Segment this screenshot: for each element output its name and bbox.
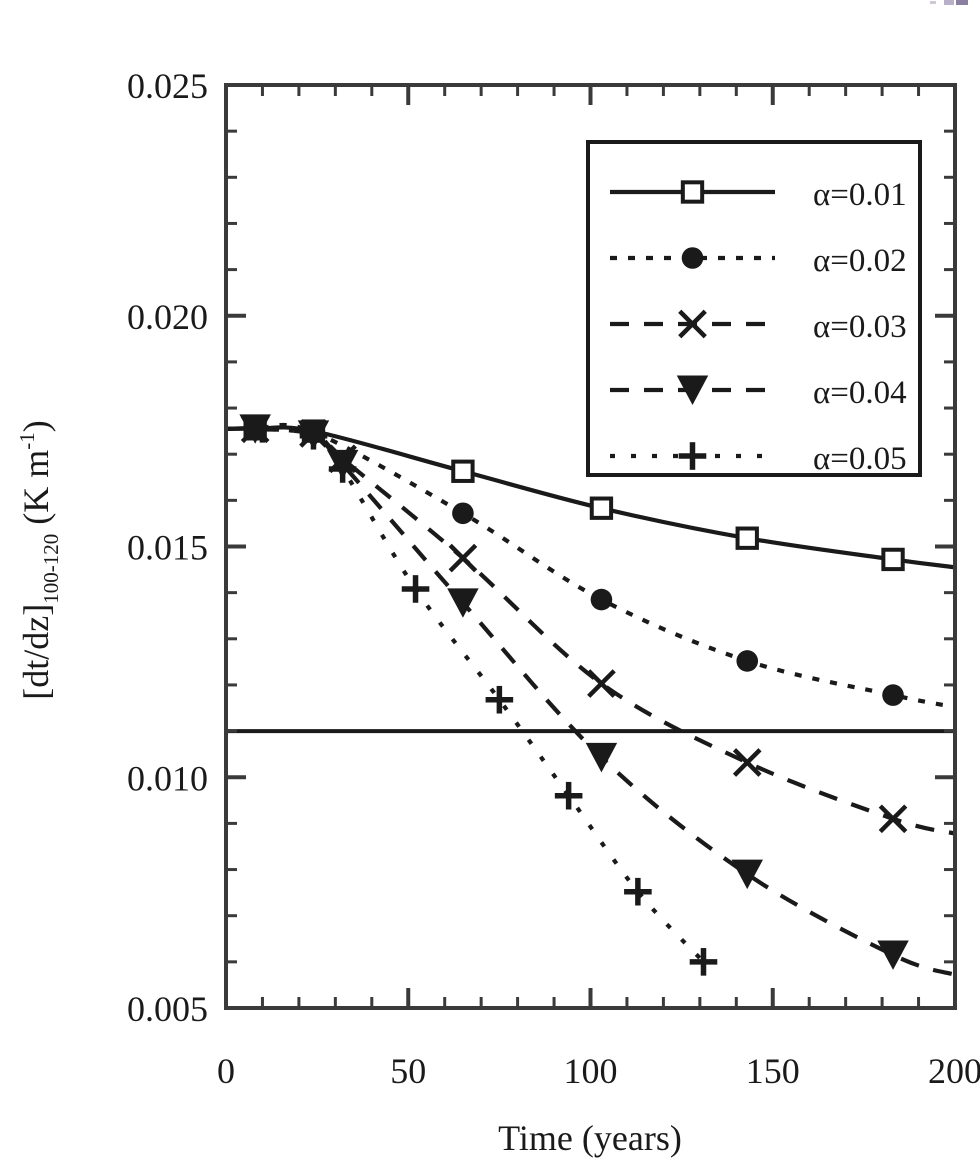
legend-item-0.03[interactable]: α=0.03 [610, 309, 907, 345]
data-point-filled-triangle-down [447, 588, 479, 618]
y-tick-label: 0.005 [127, 989, 208, 1029]
legend-marker-filled-circle [681, 247, 704, 269]
legend-item-0.01[interactable]: α=0.01 [610, 177, 907, 213]
data-point-cross-x [448, 543, 478, 573]
legend-box [586, 140, 922, 477]
y-axis-title-unit-exponent: -1 [15, 432, 39, 450]
legend-marker-open-square [680, 180, 705, 204]
data-point-open-square [735, 526, 759, 550]
legend-item-0.04[interactable]: α=0.04 [610, 375, 907, 411]
data-point-filled-circle [452, 502, 474, 525]
y-axis-title: [dt/dz]100-120 (K m-1) [15, 420, 63, 699]
legend-item-0.05[interactable]: α=0.05 [610, 441, 907, 477]
legend-marker-cross-x [678, 309, 707, 339]
data-point-cross-x [587, 669, 616, 698]
data-point-open-square [881, 547, 905, 572]
legend-items: α=0.01 α=0.02 α=0.03 α=0.04 α=0.05 [610, 177, 907, 477]
series-alpha-0.05 [225, 415, 718, 976]
x-axis-title: Time (years) [498, 1118, 682, 1158]
data-point-filled-triangle-down [585, 742, 618, 773]
data-point-filled-circle [882, 684, 904, 706]
x-tick-label: 150 [746, 1051, 800, 1091]
y-axis-title-main: [dt/dz] [16, 604, 56, 700]
data-point-cross-x [732, 748, 762, 777]
y-axis-title-unit-close: ) [16, 420, 56, 432]
data-point-filled-circle [736, 650, 759, 672]
legend-label: α=0.03 [813, 309, 907, 345]
legend-label: α=0.02 [813, 243, 907, 279]
legend-label: α=0.01 [813, 177, 907, 213]
data-point-filled-triangle-down [731, 859, 763, 890]
series-line [225, 422, 956, 710]
data-point-open-square [451, 459, 475, 483]
y-tick-label: 0.015 [127, 528, 208, 568]
y-axis-title-subscript: 100-120 [39, 534, 63, 604]
y-axis-title-unit-open: (K m [16, 450, 56, 534]
y-axis-tick-labels: 0.005 0.010 0.015 0.020 0.025 [127, 66, 208, 1029]
x-axis-tick-labels: 0 50 100 150 200 [217, 1051, 980, 1091]
axis-ticks [224, 83, 957, 1010]
x-tick-label: 200 [928, 1051, 980, 1091]
y-tick-label: 0.010 [127, 758, 208, 798]
legend[interactable]: α=0.01 α=0.02 α=0.03 α=0.04 α=0.05 [586, 140, 922, 477]
legend-marker-filled-triangle-down [676, 375, 709, 405]
y-tick-label: 0.025 [127, 66, 208, 106]
data-point-open-square [589, 496, 614, 520]
scan-artifact [930, 0, 968, 5]
legend-label: α=0.05 [813, 441, 907, 477]
data-point-filled-triangle-down [877, 940, 909, 970]
data-point-cross-x [878, 804, 908, 834]
series-layer [225, 414, 956, 977]
y-tick-label: 0.020 [127, 297, 208, 337]
svg-text:[dt/dz]100-120 (K m-1): [dt/dz]100-120 (K m-1) [15, 420, 63, 699]
x-tick-label: 100 [564, 1051, 618, 1091]
x-tick-label: 0 [217, 1051, 235, 1091]
x-tick-label: 50 [390, 1051, 426, 1091]
legend-label: α=0.04 [813, 375, 907, 411]
legend-item-0.02[interactable]: α=0.02 [610, 243, 907, 279]
data-point-filled-circle [590, 588, 613, 611]
